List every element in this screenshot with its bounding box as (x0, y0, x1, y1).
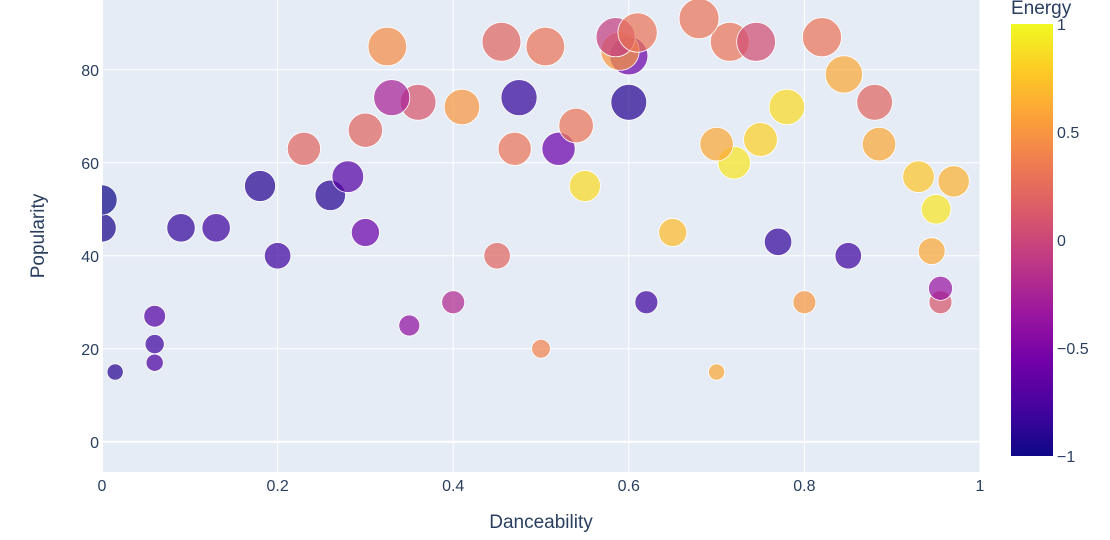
scatter-point (824, 55, 863, 94)
y-tick-label: 20 (81, 342, 99, 359)
scatter-point (558, 107, 594, 144)
y-tick-label: 0 (90, 435, 99, 452)
scatter-point (568, 170, 601, 202)
scatter-point (201, 213, 231, 243)
scatter-point (166, 213, 196, 243)
y-axis-title: Popularity (28, 193, 49, 278)
scatter-point (917, 237, 946, 265)
scatter-point (525, 26, 566, 67)
scatter-point (497, 131, 532, 166)
colorbar-ticks: −1 −0.5 0 0.5 1 (1057, 17, 1089, 466)
x-tick-label: 0.6 (618, 478, 640, 495)
scatter-point (286, 131, 321, 166)
scatter-point (617, 12, 658, 53)
scatter-point (920, 194, 952, 225)
scatter-point (263, 242, 292, 270)
scatter-point (763, 227, 793, 256)
x-tick-label: 1 (976, 478, 985, 495)
x-axis-title: Danceability (489, 512, 593, 533)
scatter-point (350, 218, 380, 247)
scatter-point (398, 314, 421, 337)
y-tick-label: 60 (81, 156, 99, 173)
y-tick-label: 40 (81, 249, 99, 266)
colorbar-tick-label: 0 (1057, 233, 1066, 250)
scatter-point (902, 160, 935, 193)
x-tick-label: 0.2 (266, 478, 288, 495)
scatter-point (373, 79, 411, 117)
scatter-point (937, 165, 970, 198)
scatter-point (768, 88, 806, 126)
colorbar: Energy −1 −0.5 0 0.5 1 (1011, 0, 1089, 466)
scatter-point (658, 218, 688, 247)
scatter-point (481, 22, 522, 62)
scatter-point (610, 83, 648, 121)
x-axis-ticks: 0 0.2 0.4 0.6 0.8 1 (98, 478, 985, 495)
x-tick-label: 0.8 (793, 478, 815, 495)
scatter-point (802, 17, 842, 58)
scatter-point (856, 83, 893, 121)
y-axis-ticks: 0 20 40 60 80 (81, 63, 99, 452)
scatter-point (331, 160, 365, 193)
scatter-point (834, 242, 862, 270)
x-tick-label: 0.4 (442, 478, 464, 495)
scatter-point (736, 22, 776, 62)
colorbar-tick-label: 1 (1057, 17, 1066, 34)
scatter-point (531, 338, 551, 359)
colorbar-tick-label: 0.5 (1057, 125, 1079, 142)
scatter-point (792, 290, 817, 315)
scatter-point (861, 126, 897, 162)
scatter-point (634, 290, 659, 315)
colorbar-tick-label: −1 (1057, 449, 1075, 466)
colorbar-tick-label: −0.5 (1057, 341, 1089, 358)
scatter-point (500, 79, 538, 117)
scatter-point (144, 334, 165, 355)
scatter-point (145, 353, 164, 372)
data-points (102, 0, 970, 381)
scatter-point (106, 363, 124, 381)
scatter-point (102, 213, 117, 243)
scatter-point (743, 122, 778, 157)
scatter-point (443, 88, 481, 126)
scatter-point (699, 126, 734, 162)
colorbar-gradient (1011, 24, 1053, 456)
scatter-point (143, 304, 166, 328)
scatter-point (347, 112, 383, 148)
colorbar-title: Energy (1011, 0, 1072, 19)
scatter-point (244, 170, 276, 202)
scatter-point (367, 26, 408, 67)
y-tick-label: 80 (81, 63, 99, 80)
scatter-point (483, 242, 511, 270)
scatter-point (678, 0, 720, 39)
x-tick-label: 0 (98, 478, 107, 495)
scatter-point (102, 184, 118, 216)
scatter-point (441, 290, 466, 315)
scatter-point (708, 363, 726, 381)
scatter-point (928, 275, 953, 301)
